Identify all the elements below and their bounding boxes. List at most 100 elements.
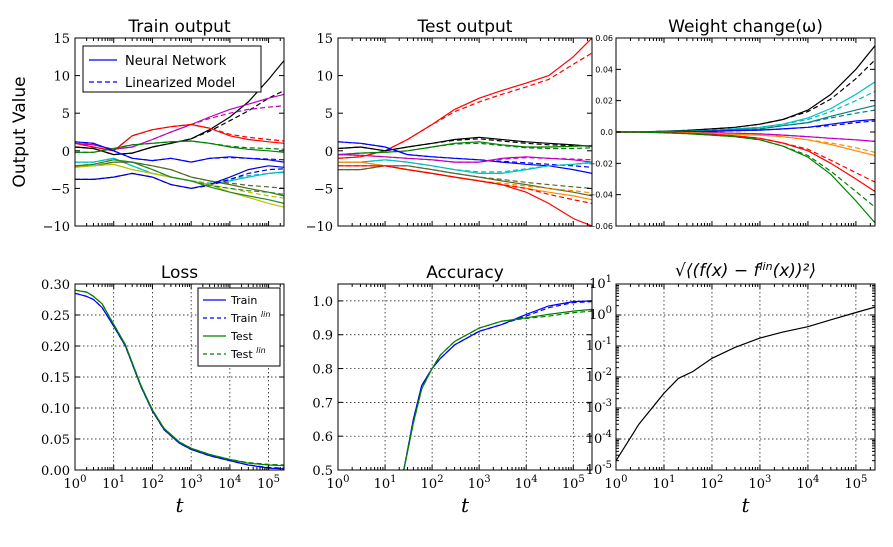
tick-base: 10 xyxy=(515,477,532,492)
tick-base: 10 xyxy=(257,477,274,492)
y-tick-label: 0.04 xyxy=(595,65,613,74)
series-lin-line-red xyxy=(616,131,875,183)
series-line-green xyxy=(75,140,284,153)
legend-label: Train lin xyxy=(230,310,270,325)
legend-label: Test lin xyxy=(230,346,266,361)
y-tick-label: −10 xyxy=(306,220,333,235)
tick-base: 10 xyxy=(586,463,603,478)
x-ticks xyxy=(337,38,588,226)
y-tick-label: 10-2 xyxy=(586,367,612,385)
legend: Neural Network Linearized Model xyxy=(82,45,262,93)
panel-loss: 100 101 102 103 104 105t0.000.050.100.150.200… xyxy=(41,263,285,517)
panel-title: Test output xyxy=(417,17,513,37)
tick-exponent: 5 xyxy=(274,474,280,485)
tick-exponent: 4 xyxy=(235,474,241,485)
y-tick-label: −5 xyxy=(314,182,333,197)
tick-exponent: 4 xyxy=(531,474,537,485)
x-tick-labels: 100 101 102 103 104 105 xyxy=(327,474,585,492)
y-tick-label: 10-1 xyxy=(586,336,612,354)
series-lin-line-blue2 xyxy=(75,168,284,190)
tick-exponent: 3 xyxy=(765,474,771,485)
x-tick-label: 103 xyxy=(180,474,203,492)
grid-lines xyxy=(337,284,592,471)
y-tick-label: 0.25 xyxy=(41,309,70,324)
y-tick-label: 0.15 xyxy=(41,371,70,386)
x-tick-label: 101 xyxy=(374,474,397,492)
tick-exponent: 3 xyxy=(196,474,202,485)
panel-title: Accuracy xyxy=(426,263,504,283)
y-tick-label: 0.0 xyxy=(600,128,613,137)
x-ticks xyxy=(615,284,871,470)
axes-frame xyxy=(337,37,593,227)
x-tick-label: 103 xyxy=(748,474,771,492)
series-lin-line-olive xyxy=(338,165,592,189)
x-tick-label: 102 xyxy=(701,474,724,492)
series-lin-line-cyan xyxy=(338,159,592,173)
tick-exponent: 5 xyxy=(861,474,867,485)
tick-base: 10 xyxy=(701,477,718,492)
tick-exponent: 2 xyxy=(717,474,723,485)
y-tick-label: 0.10 xyxy=(41,402,70,417)
tick-base: 10 xyxy=(748,477,765,492)
legend-label-main: Test xyxy=(230,330,253,343)
y-tick-label: 0.02 xyxy=(595,97,613,106)
tick-exponent: 0 xyxy=(606,305,612,316)
y-tick-label: −0.06 xyxy=(588,222,613,231)
y-tick-label: 0 xyxy=(325,145,333,160)
x-tick-label: 102 xyxy=(141,474,164,492)
x-tick-label: 105 xyxy=(257,474,280,492)
y-axis-label: Output Value xyxy=(10,76,30,187)
y-tick-label: 15 xyxy=(53,32,70,47)
tick-exponent: 1 xyxy=(390,474,396,485)
x-ticks xyxy=(615,38,871,226)
tick-base: 10 xyxy=(374,477,391,492)
tick-base: 10 xyxy=(586,401,603,416)
title-expr: √⟨(f(x) − f xyxy=(675,261,762,281)
tick-exponent: 2 xyxy=(437,474,443,485)
series-group xyxy=(338,38,592,226)
legend-box xyxy=(82,45,262,93)
tick-base: 10 xyxy=(102,477,119,492)
series-group xyxy=(75,60,284,208)
series-line-train-lin xyxy=(75,292,284,469)
tick-base: 10 xyxy=(64,477,81,492)
legend-label-main: Test xyxy=(230,348,256,361)
x-tick-label: 100 xyxy=(327,474,350,492)
tick-base: 10 xyxy=(421,477,438,492)
y-tick-label: −0.04 xyxy=(588,191,613,200)
series-line-test-lin xyxy=(403,310,592,470)
y-tick-label: 101 xyxy=(589,274,612,292)
tick-base: 10 xyxy=(796,477,813,492)
x-ticks xyxy=(337,284,588,470)
series-lin-line-magenta xyxy=(75,105,284,150)
series-line-black xyxy=(616,45,875,133)
series-line-olive xyxy=(338,165,592,197)
series-group xyxy=(403,300,592,470)
x-tick-label: 103 xyxy=(468,474,491,492)
tick-exponent: 1 xyxy=(669,474,675,485)
title-tail: (x))²⟩ xyxy=(773,261,816,281)
series-lin-line-green xyxy=(338,142,592,156)
legend-label-main: Train xyxy=(230,294,257,307)
y-tick-label: 0.06 xyxy=(595,34,613,43)
series-lin-line-black xyxy=(75,90,284,156)
y-tick-label: 0.8 xyxy=(312,363,333,378)
grid-lines xyxy=(615,283,875,471)
tick-base: 10 xyxy=(653,477,670,492)
tick-base: 10 xyxy=(327,477,344,492)
y-tick-label: 10-3 xyxy=(586,398,612,416)
series-line-blue2 xyxy=(75,165,284,190)
y-tick-label: 1.0 xyxy=(312,295,333,310)
tick-base: 10 xyxy=(589,308,606,323)
series-lin-line-orange xyxy=(616,131,875,153)
y-tick-label: 5 xyxy=(325,107,333,122)
y-ticks: 0.00 0.05 0.10 0.15 0.20 0.25 0.30 xyxy=(41,278,284,479)
series-lin-line-blue xyxy=(338,141,592,168)
tick-exponent: -1 xyxy=(602,336,612,347)
legend-label-sup: lin xyxy=(261,310,271,319)
ylabel-group: Output Value xyxy=(10,76,30,187)
series-lin-line-red-up xyxy=(338,52,592,159)
tick-base: 10 xyxy=(218,477,235,492)
